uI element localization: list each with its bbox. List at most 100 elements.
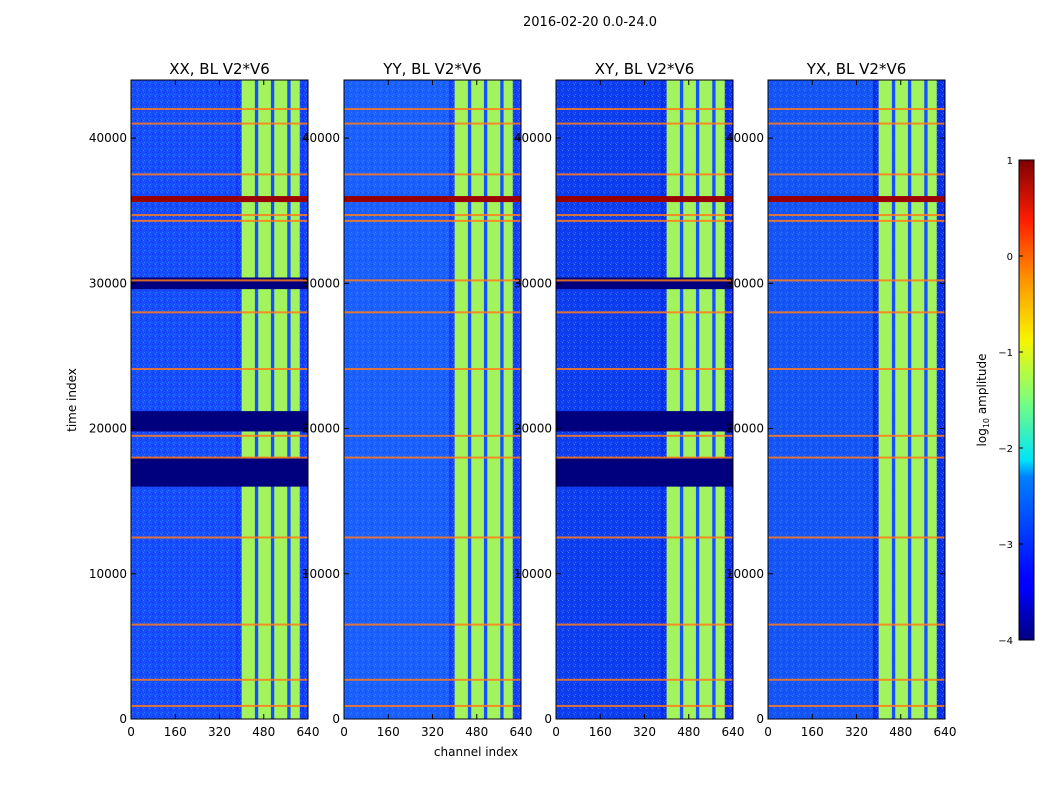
panel-title: YX, BL V2*V6 (806, 60, 907, 78)
colorbar-tick-label: −3 (998, 540, 1013, 551)
x-tick-label: 640 (510, 725, 533, 739)
x-tick-label: 160 (377, 725, 400, 739)
flagged-row-2 (131, 623, 308, 626)
x-tick-label: 640 (934, 725, 957, 739)
bright-band-overlay (241, 80, 300, 719)
y-tick-label: 30000 (514, 276, 552, 290)
x-tick-label: 160 (164, 725, 187, 739)
y-tick-label: 0 (756, 712, 764, 726)
colorbar-tick-label: −4 (998, 636, 1013, 647)
flagged-row-8 (556, 279, 733, 282)
x-tick-label: 480 (252, 725, 275, 739)
flagged-row-7 (556, 311, 733, 314)
y-tick-label: 0 (119, 712, 127, 726)
y-tick-label: 20000 (726, 422, 764, 436)
x-axis-label: channel index (434, 745, 518, 759)
x-tick-label: 160 (589, 725, 612, 739)
flagged-row-6 (556, 368, 733, 371)
flagged-row-10 (131, 214, 308, 217)
x-tick-label: 320 (208, 725, 231, 739)
x-tick-label: 0 (127, 725, 135, 739)
flagged-row-13 (556, 108, 733, 111)
y-tick-label: 10000 (514, 567, 552, 581)
flagged-row-2 (344, 623, 521, 626)
y-tick-label: 20000 (302, 422, 340, 436)
band-gap-1 (270, 80, 275, 719)
colorbar-tick-label: −1 (998, 348, 1013, 359)
flagged-row-5 (344, 434, 521, 437)
flagged-row-0 (344, 704, 521, 707)
x-tick-label: 480 (465, 725, 488, 739)
panel-haze (131, 80, 237, 719)
flagged-row-8 (131, 279, 308, 282)
y-tick-label: 10000 (89, 567, 127, 581)
panel-title: XY, BL V2*V6 (595, 60, 695, 78)
y-tick-label: 30000 (726, 276, 764, 290)
flagged-row-11 (344, 173, 521, 176)
colorbar-gradient (1018, 159, 1035, 641)
saturated-row (131, 196, 308, 203)
flagged-row-7 (344, 311, 521, 314)
band-gap-0 (891, 80, 896, 719)
flagged-row-10 (768, 214, 945, 217)
colorbar-tick-label: 0 (1007, 252, 1013, 263)
flagged-row-3 (768, 536, 945, 539)
y-axis-label: time index (65, 368, 79, 432)
x-tick-label: 320 (633, 725, 656, 739)
bright-band-overlay (878, 80, 937, 719)
x-tick-label: 480 (889, 725, 912, 739)
panel-xx: XX, BL V2*V6 0 160 320 480 640 0 10000 20000 3000… (89, 60, 320, 739)
flagged-row-0 (131, 704, 308, 707)
y-tick-label: 20000 (89, 422, 127, 436)
flagged-row-11 (556, 173, 733, 176)
colorbar-tick-label: 1 (1007, 156, 1013, 167)
bright-band-overlay (454, 80, 513, 719)
colorbar-label-sub: 10 (982, 418, 991, 428)
flagged-row-9 (556, 219, 733, 222)
band-gap-1 (483, 80, 488, 719)
colorbar-label: log10 amplitude (975, 354, 991, 447)
flagged-row-9 (131, 219, 308, 222)
flagged-row-7 (768, 311, 945, 314)
y-tick-label: 40000 (89, 131, 127, 145)
band-gap-1 (695, 80, 700, 719)
flagged-row-4 (344, 456, 521, 459)
colorbar-label-tail: amplitude (975, 354, 989, 418)
panel-title: YY, BL V2*V6 (382, 60, 481, 78)
band-gap-0 (679, 80, 684, 719)
y-tick-label: 0 (544, 712, 552, 726)
panel-title: XX, BL V2*V6 (169, 60, 270, 78)
y-tick-label: 40000 (302, 131, 340, 145)
y-tick-label: 30000 (89, 276, 127, 290)
flagged-row-5 (131, 434, 308, 437)
x-tick-label: 640 (297, 725, 320, 739)
x-tick-label: 320 (421, 725, 444, 739)
saturated-row (344, 196, 521, 203)
flagged-row-12 (131, 122, 308, 125)
flagged-block-0 (131, 457, 308, 487)
flagged-block-1 (131, 411, 308, 432)
flagged-row-4 (131, 456, 308, 459)
flagged-row-6 (768, 368, 945, 371)
y-tick-label: 10000 (726, 567, 764, 581)
panel-haze (556, 80, 662, 719)
band-gap-2 (712, 80, 716, 719)
flagged-block-2 (556, 277, 733, 290)
flagged-row-3 (556, 536, 733, 539)
colorbar-ticks: 1 0 −1 −2 −3 −4 (998, 156, 1023, 647)
band-gap-2 (287, 80, 291, 719)
flagged-block-0 (556, 457, 733, 487)
flagged-row-11 (768, 173, 945, 176)
x-tick-label: 640 (722, 725, 745, 739)
flagged-row-0 (556, 704, 733, 707)
flagged-row-10 (556, 214, 733, 217)
flagged-row-9 (344, 219, 521, 222)
y-tick-label: 10000 (302, 567, 340, 581)
flagged-row-1 (131, 678, 308, 681)
panel-yx: YX, BL V2*V6 0 160 320 480 640 0 10000 20000 3000… (726, 60, 957, 739)
panel-xy: XY, BL V2*V6 0 160 320 480 640 0 10000 20000 3000… (514, 60, 745, 739)
x-tick-label: 0 (552, 725, 560, 739)
flagged-row-11 (131, 173, 308, 176)
colorbar-label-log: log (975, 428, 989, 446)
x-tick-label: 0 (764, 725, 772, 739)
